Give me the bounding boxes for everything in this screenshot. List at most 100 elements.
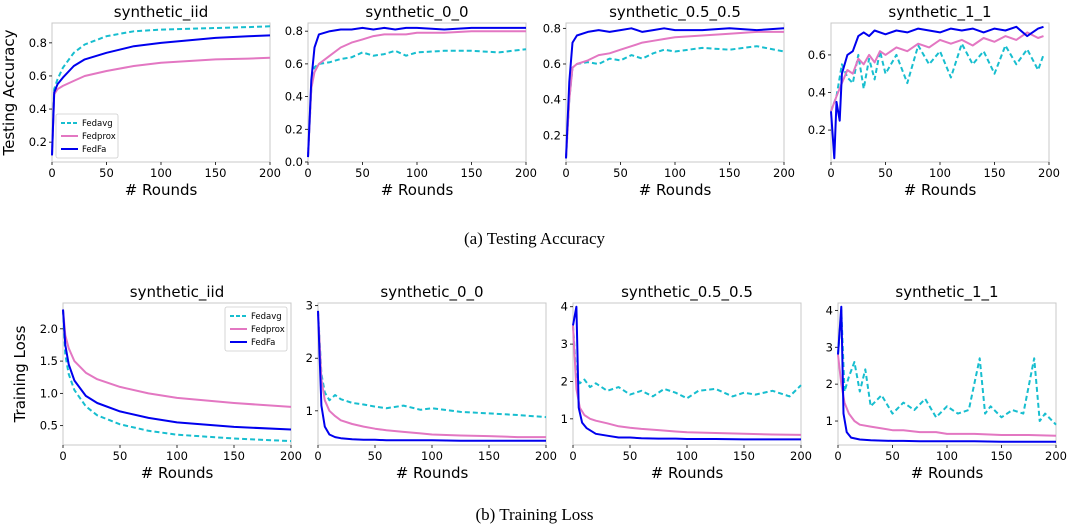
- series-line-fedprox: [837, 354, 1057, 437]
- series-line-fedavg: [837, 309, 1057, 426]
- series-line-fedavg: [307, 48, 527, 158]
- chart-title: synthetic_iid: [130, 283, 224, 302]
- chart-panel-5: synthetic_iid 0 50 100 150 200 0.5 1.0 1.5 2.0 # R…: [11, 283, 302, 482]
- x-tick-label: 100: [664, 166, 686, 180]
- x-tick-label: 100: [929, 166, 951, 180]
- x-tick-label: 200: [535, 449, 557, 463]
- series-line-fedfa: [565, 27, 785, 159]
- y-tick-label: 0.4: [808, 86, 826, 100]
- chart-panel-1: synthetic_iid 0 50 100 150 200 0.2 0.4 0.6 0.8 # R…: [0, 3, 281, 199]
- x-tick-label: 0: [834, 449, 841, 463]
- x-axis-label: # Rounds: [141, 464, 214, 482]
- y-tick-label: 0.6: [543, 57, 561, 71]
- x-tick-label: 0: [48, 166, 55, 180]
- x-tick-label: 0: [569, 449, 576, 463]
- x-tick-label: 200: [790, 449, 812, 463]
- legend-box: [224, 306, 288, 352]
- chart-panel-2: synthetic_0_0 0 50 100 150 200 0.0 0.2 0.4 0.6 0.8…: [285, 3, 537, 199]
- chart-panel-8: synthetic_1_1 0 50 100 150 200 1 2 3 4 # Rounds: [826, 283, 1067, 482]
- x-tick-label: 0: [59, 449, 66, 463]
- x-tick-label: 50: [355, 166, 370, 180]
- chart-panel-4: synthetic_1_1 0 50 100 150 200 0.2 0.4 0.6 # Roun…: [808, 3, 1060, 199]
- x-axis-label: # Rounds: [381, 181, 454, 199]
- x-tick-label: 100: [936, 449, 958, 463]
- series-line-fedprox: [830, 31, 1044, 112]
- legend: Fedavg Fedprox FedFa: [55, 113, 119, 159]
- y-tick-label: 0.2: [29, 135, 47, 149]
- chart-title: synthetic_0_0: [380, 283, 483, 302]
- x-tick-label: 100: [421, 449, 443, 463]
- x-axis-label: # Rounds: [396, 464, 469, 482]
- chart-title: synthetic_1_1: [895, 283, 998, 302]
- y-tick-label: 3: [306, 299, 313, 313]
- chart-title: synthetic_1_1: [888, 3, 991, 22]
- y-tick-label: 0.6: [29, 69, 47, 83]
- x-axis-label: # Rounds: [911, 464, 984, 482]
- series-line-fedfa: [837, 305, 1056, 443]
- x-tick-label: 50: [878, 166, 893, 180]
- x-tick-label: 50: [613, 166, 628, 180]
- y-axis-label: Testing Accuracy: [0, 29, 18, 156]
- x-tick-label: 150: [991, 449, 1013, 463]
- chart-panel-6: synthetic_0_0 0 50 100 150 200 1 2 3 # Rounds: [306, 283, 557, 482]
- series-line-fedfa: [572, 305, 801, 441]
- series-line-fedavg: [51, 25, 271, 156]
- y-tick-label: 0.4: [285, 90, 303, 104]
- x-tick-label: 50: [99, 166, 114, 180]
- y-axis-label: Training Loss: [11, 325, 29, 423]
- y-tick-label: 0.8: [29, 36, 47, 50]
- caption-testing-accuracy: (a) Testing Accuracy: [463, 229, 606, 248]
- x-tick-label: 0: [304, 166, 311, 180]
- legend-label-fedavg: Fedavg: [82, 119, 113, 129]
- x-axis-label: # Rounds: [904, 181, 977, 199]
- x-tick-label: 150: [719, 166, 741, 180]
- series-line-fedfa: [62, 309, 292, 431]
- series-line-fedprox: [572, 325, 802, 436]
- x-tick-label: 100: [166, 449, 188, 463]
- y-tick-label: 1: [826, 414, 833, 428]
- x-tick-label: 200: [515, 166, 537, 180]
- x-axis-label: # Rounds: [125, 181, 198, 199]
- series-line-fedfa: [830, 25, 1044, 160]
- x-tick-label: 100: [406, 166, 428, 180]
- y-tick-label: 0.6: [285, 57, 303, 71]
- x-tick-label: 200: [280, 449, 302, 463]
- y-tick-label: 0.2: [285, 122, 303, 136]
- x-tick-label: 0: [314, 449, 321, 463]
- x-tick-label: 200: [1038, 166, 1060, 180]
- x-tick-label: 50: [885, 449, 900, 463]
- x-tick-label: 50: [368, 449, 383, 463]
- series-line-fedavg: [830, 42, 1045, 112]
- y-tick-label: 2: [826, 377, 833, 391]
- legend-label-fedfa: FedFa: [251, 338, 275, 348]
- x-axis-label: # Rounds: [639, 181, 712, 199]
- y-tick-label: 1: [306, 404, 313, 418]
- x-tick-label: 50: [113, 449, 128, 463]
- legend-label-fedfa: FedFa: [82, 145, 106, 155]
- y-tick-label: 3: [826, 340, 833, 354]
- x-tick-label: 150: [478, 449, 500, 463]
- y-tick-label: 0.2: [543, 128, 561, 142]
- y-tick-label: 3: [561, 337, 568, 351]
- chart-title: synthetic_0_0: [365, 3, 468, 22]
- y-tick-label: 0.8: [285, 24, 303, 38]
- chart-panel-7: synthetic_0.5_0.5 0 50 100 150 200 1 2 3 4 # Round…: [561, 283, 812, 482]
- x-axis-label: # Rounds: [651, 464, 724, 482]
- series-line-fedfa: [307, 26, 526, 158]
- x-tick-label: 150: [733, 449, 755, 463]
- plot-frame: [307, 22, 527, 163]
- x-tick-label: 50: [623, 449, 638, 463]
- series-line-fedfa: [317, 310, 546, 442]
- x-tick-label: 0: [827, 166, 834, 180]
- caption-training-loss: (b) Training Loss: [475, 505, 594, 524]
- x-tick-label: 150: [223, 449, 245, 463]
- chart-title: synthetic_0.5_0.5: [621, 283, 753, 302]
- series-line-fedprox: [317, 310, 546, 439]
- series-line-fedfa: [51, 34, 271, 156]
- legend: Fedavg Fedprox FedFa: [224, 306, 288, 352]
- y-tick-label: 0.4: [543, 93, 561, 107]
- y-tick-label: 0.8: [543, 21, 561, 35]
- legend-box: [55, 113, 119, 159]
- y-tick-label: 0.6: [808, 48, 826, 62]
- legend-label-fedavg: Fedavg: [251, 312, 282, 322]
